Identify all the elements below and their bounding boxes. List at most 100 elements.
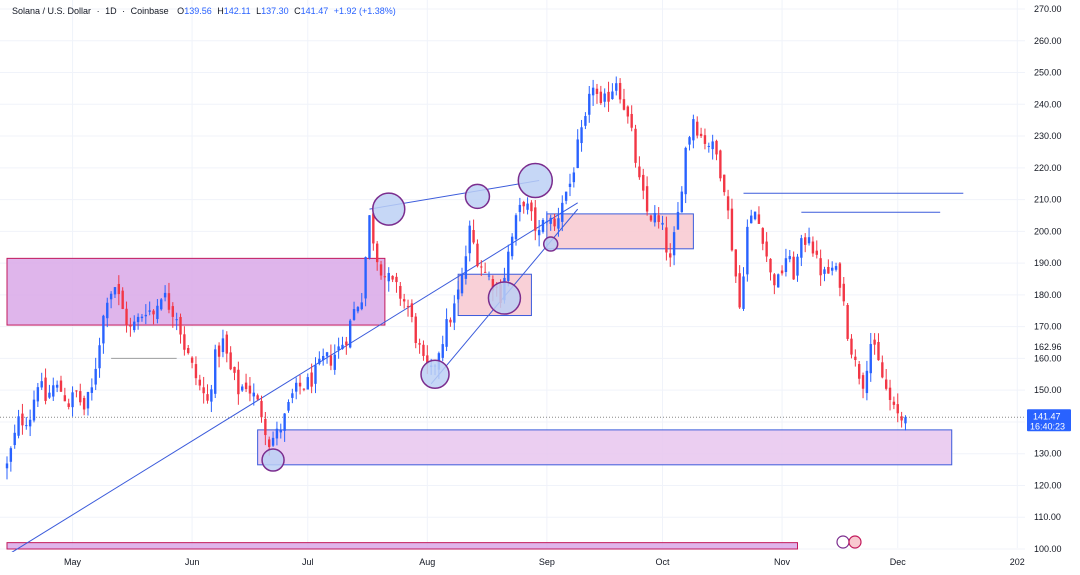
candle-body [672,232,676,256]
candle-body [688,137,691,145]
candle-body [784,258,788,273]
candle-body [699,133,703,137]
y-tick-label: 190.00 [1034,258,1062,268]
candle-body [788,256,791,260]
candle-body [599,91,603,104]
candle-body [94,368,97,385]
candle-body [391,275,394,280]
event-icons[interactable] [836,535,862,549]
candle-body [561,202,564,222]
svg-text:Solana / U.S. Dollar ·: Solana / U.S. Dollar · 1D · Coinbase O13… [12,6,396,16]
candle-body [106,302,109,319]
candle-body [32,399,36,421]
candle-body [534,207,537,231]
candle-body [256,395,259,400]
touch-aug-low[interactable] [420,359,450,390]
candle-body [268,439,271,447]
candle-body [857,364,861,379]
touch-sep-small[interactable] [542,236,559,252]
price-axis[interactable]: 270.00 260.00 250.00 240.00 230.00 220.00 210.… [1025,0,1080,575]
candle-body [418,343,421,345]
candle-body [753,211,757,220]
candle-body [649,215,653,221]
candle-body [310,372,313,387]
candle-body [422,344,425,356]
touch-aug-top[interactable] [517,162,554,199]
candle-body [352,309,356,320]
candle-body [584,116,587,126]
candle-body [888,387,892,401]
candle-body [79,391,82,403]
candle-body [545,221,549,223]
candle-body [187,348,190,354]
candle-body [896,404,899,414]
candle-body [271,437,275,446]
candle-body [811,241,815,254]
bottom-zone[interactable] [6,542,798,550]
candle-body [491,279,495,291]
candle-body [441,344,444,358]
time-axis[interactable]: May Jun Jul Aug Sep Oct Nov Dec 202 [0,552,1080,575]
current-price-badge[interactable]: 141.47 16:40:23 [1027,409,1071,432]
candle-body [210,389,213,402]
y-tick-label: 240.00 [1034,99,1062,109]
legend-open-label: O [177,6,184,16]
candle-body [364,257,367,299]
candle-body [36,387,40,402]
candle-body [298,382,302,387]
y-tick-label: 250.00 [1034,68,1062,78]
demand-zone-sep[interactable] [546,213,694,250]
candle-body [900,416,903,421]
candle-body [750,215,753,224]
candle-body [71,392,74,408]
legend-change: +1.92 (+1.38%) [334,6,396,16]
candle-body [306,377,309,390]
candle-body [44,377,47,401]
candle-body [572,172,576,183]
trendlines [6,180,579,556]
candle-body [742,276,745,309]
candle-body [692,119,695,141]
candle-body [383,276,387,278]
candle-body [133,321,136,331]
candle-body [144,314,148,317]
candle-body [734,249,737,277]
candle-body [314,365,317,384]
candle-body [302,388,306,390]
touch-jun-low[interactable] [261,448,285,472]
candle-body [865,370,869,394]
touch-aug-high[interactable] [464,183,491,210]
demand-zone-nov[interactable] [257,429,953,466]
supply-zone-may[interactable] [6,257,386,326]
candle-body [476,243,479,267]
candle-body [630,113,633,128]
candlesticks [5,76,907,480]
touch-jul-high[interactable] [372,192,406,226]
touch-circles [261,162,559,472]
candle-body [881,362,884,378]
candle-body [588,93,591,115]
long-uptrend[interactable] [6,202,578,556]
candle-body [225,334,228,354]
candle-body [537,229,541,236]
candle-body [800,238,803,258]
candle-body [75,390,78,392]
candle-body [591,87,595,96]
candle-body [121,290,124,310]
y-tick-label: 260.00 [1034,36,1062,46]
event-icon[interactable] [836,535,850,549]
candle-body [873,339,876,345]
candle-body [171,306,175,317]
candle-body [260,400,263,418]
candle-body [657,215,660,222]
candle-body [642,174,645,191]
candle-body [738,273,741,308]
candle-body [414,316,417,343]
candle-body [557,218,560,229]
price-axis-bg [1025,0,1080,575]
x-tick-label: 202 [1010,557,1025,567]
touch-aug-mid[interactable] [487,281,522,315]
flag-icon[interactable] [848,535,862,549]
candle-body [780,270,784,274]
